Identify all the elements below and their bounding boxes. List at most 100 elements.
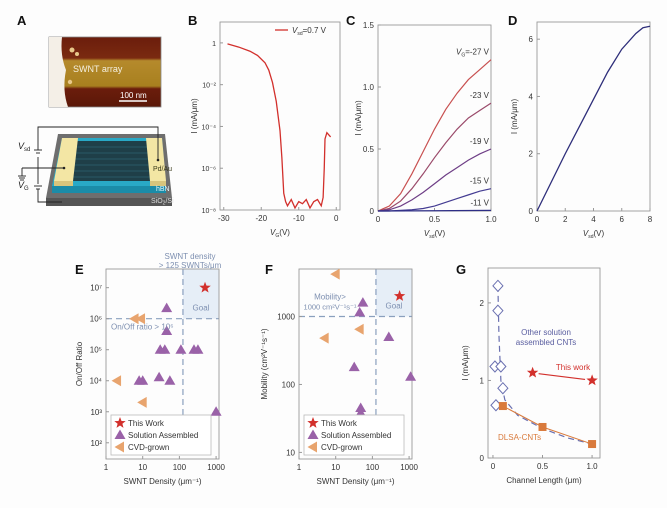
legend-marker-star bbox=[307, 417, 319, 428]
legend-label: Vsd=0.7 V bbox=[292, 26, 327, 37]
y-tick-label: 10⁻⁶ bbox=[202, 166, 216, 173]
data-point-triangle-left bbox=[111, 375, 122, 387]
data-point-diamond bbox=[497, 381, 509, 395]
output-curve bbox=[377, 148, 492, 212]
panel-label-e: E bbox=[75, 262, 84, 277]
y-tick-label: 10⁴ bbox=[90, 377, 103, 386]
goal-label: Goal bbox=[386, 302, 403, 311]
device-schematic: Vsd VG Pd/Au hBN SiO2/Si bbox=[18, 126, 174, 207]
x-tick-label: -20 bbox=[255, 214, 267, 223]
x-tick-label: -10 bbox=[293, 214, 305, 223]
data-point-triangle bbox=[357, 297, 369, 307]
this-work-line bbox=[538, 373, 586, 381]
data-point-diamond bbox=[495, 360, 507, 373]
density-annotation: SWNT density bbox=[165, 252, 216, 261]
x-axis-label: Vsd(V) bbox=[424, 229, 446, 240]
data-point-star bbox=[526, 366, 539, 378]
goal-region bbox=[375, 269, 412, 317]
data-point-diamond bbox=[492, 279, 504, 293]
y-tick-label: 10⁶ bbox=[90, 315, 102, 324]
x-axis-label: Vsd(V) bbox=[583, 229, 605, 240]
vsd-subscript: sd bbox=[24, 147, 30, 153]
plot-frame bbox=[105, 268, 220, 460]
legend-box bbox=[303, 414, 405, 456]
vg-label: V bbox=[18, 180, 25, 190]
scale-bar-label: 100 nm bbox=[120, 91, 147, 100]
x-tick-label: 6 bbox=[620, 215, 625, 224]
y-tick-label: 100 bbox=[282, 380, 296, 389]
y-tick-label: 1.5 bbox=[363, 21, 375, 30]
x-tick-label: -30 bbox=[218, 214, 230, 223]
x-tick-label: 1000 bbox=[400, 463, 418, 472]
goal-label: Goal bbox=[193, 304, 210, 313]
data-point-star bbox=[393, 290, 406, 301]
x-axis-label: Channel Length (μm) bbox=[506, 476, 582, 485]
goal-region bbox=[182, 269, 219, 319]
transfer-curve bbox=[227, 43, 332, 210]
y-tick-label: 0 bbox=[480, 454, 485, 463]
y-tick-label: 2 bbox=[529, 150, 534, 159]
data-point-square bbox=[538, 422, 547, 431]
y-tick-label: 2 bbox=[480, 299, 485, 308]
x-tick-label: 8 bbox=[648, 215, 653, 224]
y-tick-label: 10⁷ bbox=[90, 284, 102, 293]
data-point-triangle-left bbox=[129, 313, 139, 325]
data-point-triangle bbox=[159, 344, 171, 354]
x-tick-label: 2 bbox=[563, 215, 568, 224]
x-tick-label: 1.0 bbox=[587, 462, 599, 471]
data-point-triangle bbox=[210, 406, 222, 416]
y-axis-label: I (mA/μm) bbox=[354, 100, 363, 136]
panel-label-a: A bbox=[17, 13, 27, 28]
y-tick-label: 1.0 bbox=[363, 83, 375, 92]
x-tick-label: 0.5 bbox=[429, 215, 441, 224]
dielectric-label: hBN bbox=[156, 186, 170, 193]
legend-label: This Work bbox=[321, 419, 358, 428]
x-tick-label: 10 bbox=[138, 463, 147, 472]
legend-marker-triangle bbox=[307, 429, 319, 439]
x-tick-label: 0 bbox=[535, 215, 540, 224]
data-point-triangle-left bbox=[137, 396, 147, 408]
x-tick-label: 0 bbox=[334, 214, 339, 223]
svg-text:SiO2/Si: SiO2/Si bbox=[151, 198, 174, 207]
x-tick-label: 100 bbox=[366, 463, 380, 472]
legend-label: This Work bbox=[128, 419, 165, 428]
data-point-star bbox=[586, 374, 598, 386]
legend-label: Solution Assembled bbox=[321, 431, 391, 440]
mobility-annotation-2: 1000 cm²V⁻¹s⁻¹ bbox=[304, 303, 357, 312]
substrate-subscript: 2 bbox=[163, 201, 166, 207]
other-cnts-label: Other solution bbox=[521, 328, 571, 337]
y-axis-label: I (mA/μm) bbox=[461, 345, 470, 381]
afm-image: SWNT array 100 nm bbox=[48, 36, 162, 108]
data-point-triangle-left bbox=[319, 332, 329, 344]
data-point-triangle-left bbox=[135, 313, 146, 325]
svg-text:VG: VG bbox=[18, 180, 29, 192]
density-annotation-2: > 125 SWNTs/μm bbox=[159, 261, 222, 270]
panel-label-c: C bbox=[346, 13, 356, 28]
y-tick-label: 1000 bbox=[277, 313, 295, 322]
panel-label-d: D bbox=[508, 13, 518, 28]
data-point-triangle bbox=[405, 371, 417, 381]
data-point-triangle bbox=[354, 306, 366, 317]
y-tick-label: 0 bbox=[370, 207, 375, 216]
legend-marker-triangle-left bbox=[114, 441, 124, 453]
y-tick-label: 6 bbox=[529, 35, 534, 44]
data-point-triangle bbox=[383, 331, 395, 341]
x-tick-label: 100 bbox=[173, 463, 187, 472]
y-tick-label: 1 bbox=[480, 376, 485, 385]
x-axis-label: SWNT Density (μm⁻¹) bbox=[316, 477, 394, 486]
y-axis-label: Mobility (cm²V⁻¹s⁻¹) bbox=[260, 328, 269, 399]
y-tick-label: 10⁵ bbox=[90, 346, 102, 355]
y-tick-label: 0 bbox=[529, 207, 534, 216]
legend-marker-star bbox=[114, 417, 126, 428]
legend-marker-triangle bbox=[114, 429, 126, 439]
afm-label: SWNT array bbox=[73, 64, 123, 74]
output-curve bbox=[377, 209, 492, 212]
plot-frame bbox=[487, 267, 601, 459]
curve-label: VG=-27 V bbox=[456, 48, 490, 59]
data-point-triangle bbox=[161, 302, 173, 313]
